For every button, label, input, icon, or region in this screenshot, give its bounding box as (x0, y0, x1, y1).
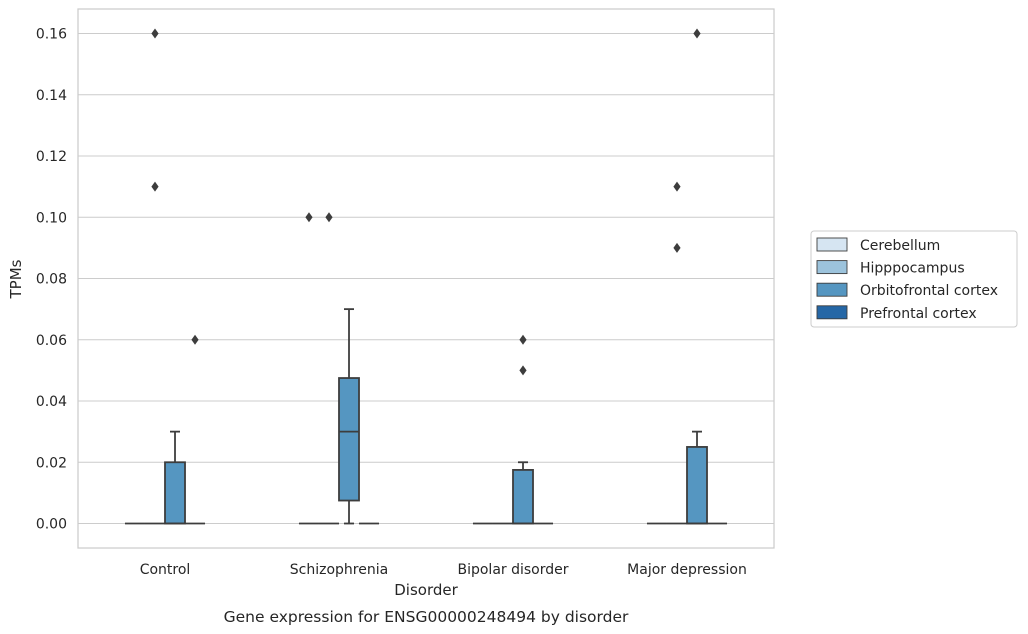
box-group (144, 28, 165, 525)
legend-label: Prefrontal cortex (860, 306, 977, 322)
y-tick-label: 0.16 (36, 27, 67, 43)
y-tick-label: 0.04 (36, 394, 67, 410)
outlier-point (191, 334, 199, 345)
outlier-point (673, 181, 681, 192)
y-tick-label: 0.00 (36, 517, 67, 533)
box-group (298, 212, 319, 525)
outlier-point (519, 365, 527, 376)
legend-frame (810, 230, 1018, 328)
gridlines (78, 32, 774, 525)
box-group (666, 181, 687, 525)
chart-caption: Gene expression for ENSG00000248494 by d… (224, 608, 629, 626)
box-group (185, 334, 206, 525)
outlier-point (151, 28, 159, 39)
y-axis-title: TPMs (7, 259, 25, 299)
y-tick-label: 0.02 (36, 455, 67, 471)
x-tick-label: Control (140, 562, 191, 578)
box-group (686, 28, 708, 525)
x-tick-label: Major depression (627, 562, 747, 578)
legend-swatch (816, 305, 848, 320)
box-group (318, 212, 339, 525)
legend-label: Cerebellum (860, 238, 940, 254)
box-group (338, 308, 360, 525)
box-group (164, 430, 186, 525)
box (338, 377, 360, 502)
y-tick-label: 0.14 (36, 88, 67, 104)
box (512, 469, 534, 525)
y-axis-ticks: 0.00 0.02 0.04 0.06 0.08 0.10 0.12 0.14 0.16 (36, 27, 67, 533)
x-tick-label: Bipolar disorder (457, 562, 568, 578)
box (164, 461, 186, 525)
y-tick-label: 0.06 (36, 333, 67, 349)
x-tick-label: Schizophrenia (290, 562, 388, 578)
x-axis-ticks: Control Schizophrenia Bipolar disorder Majo… (140, 562, 747, 578)
plot-frame (77, 8, 775, 549)
legend-swatch (816, 237, 848, 252)
legend-label: Orbitofrontal cortex (860, 283, 998, 299)
outlier-point (325, 212, 333, 223)
box-plots (124, 28, 728, 525)
x-axis-title: Disorder (394, 581, 458, 599)
outlier-point (673, 242, 681, 253)
y-tick-label: 0.10 (36, 210, 67, 226)
legend-swatch (816, 282, 848, 297)
outlier-point (305, 212, 313, 223)
legend: Cerebellum Hipppocampus Orbitofrontal cort… (810, 230, 1018, 328)
box-group (512, 334, 534, 525)
outlier-point (693, 28, 701, 39)
outlier-point (519, 334, 527, 345)
legend-swatch (816, 260, 848, 275)
y-tick-label: 0.12 (36, 149, 67, 165)
legend-label: Hipppocampus (860, 261, 965, 277)
y-tick-label: 0.08 (36, 272, 67, 288)
outlier-point (151, 181, 159, 192)
box (686, 446, 708, 525)
